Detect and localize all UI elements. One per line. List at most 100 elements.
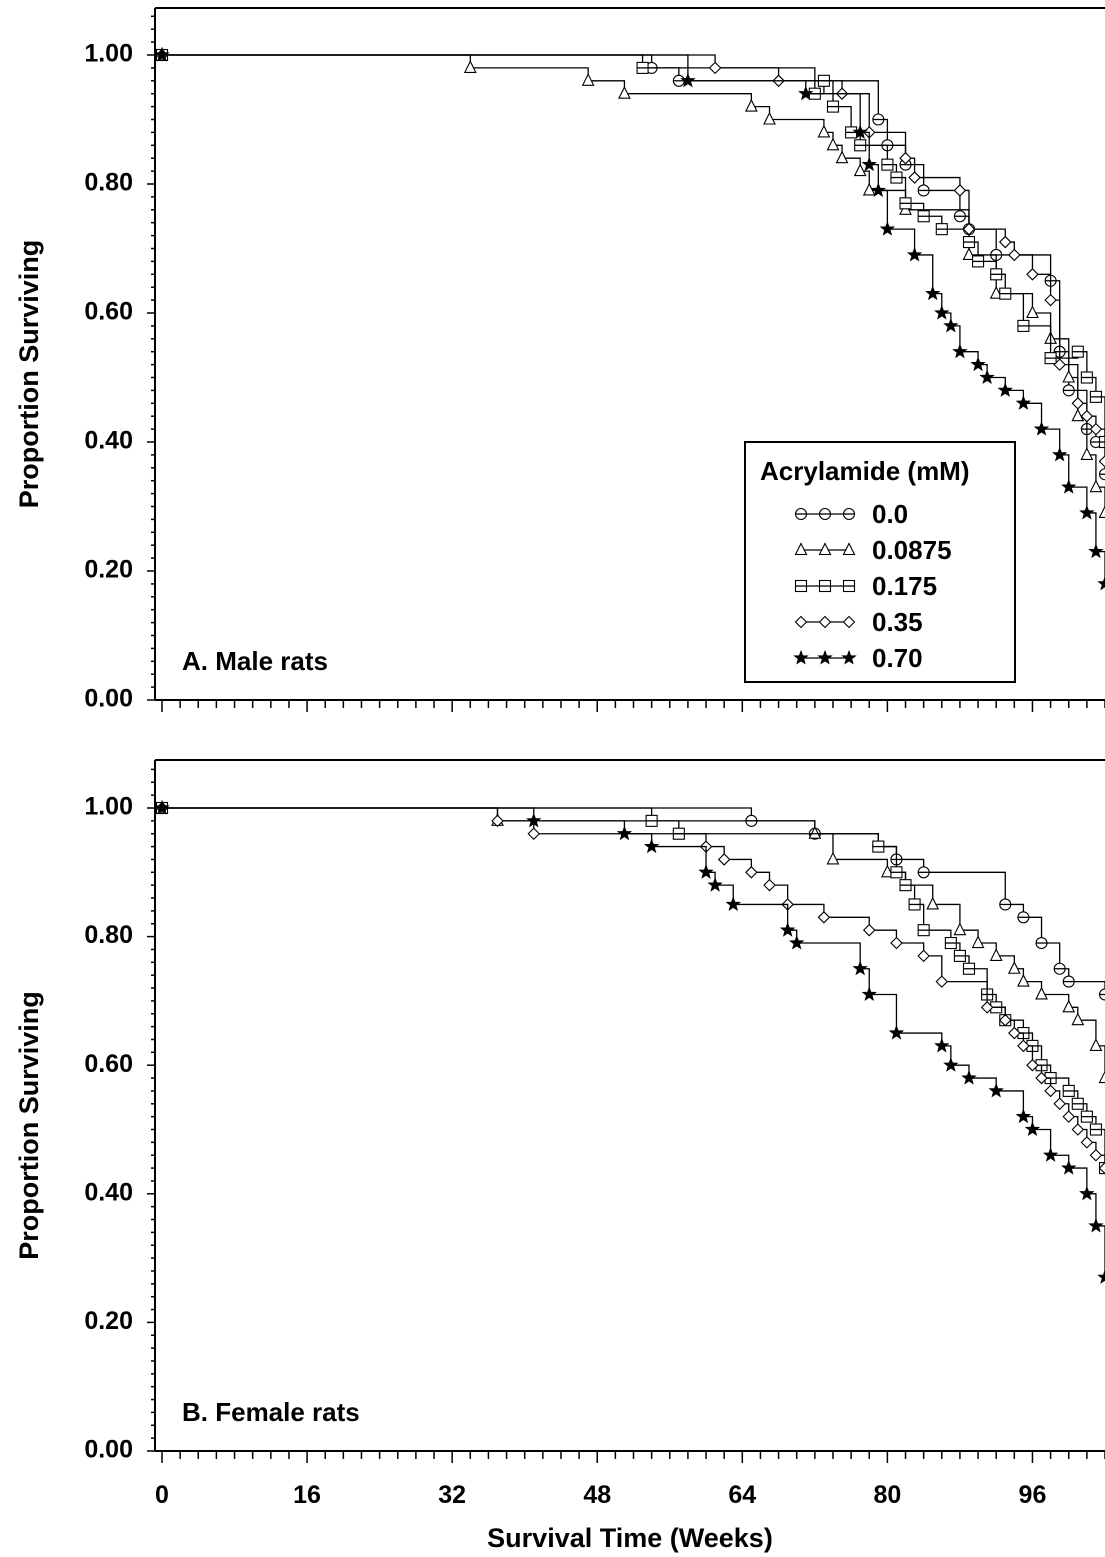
data-point — [1044, 293, 1057, 307]
legend-entry: 0.70 — [872, 643, 923, 673]
data-point — [1097, 1269, 1105, 1284]
data-point — [1098, 455, 1105, 468]
data-point — [999, 287, 1012, 300]
data-point — [934, 304, 950, 320]
data-point — [1033, 421, 1050, 436]
y-tick-label: 0.60 — [84, 1050, 133, 1078]
legend-marker — [818, 507, 832, 521]
data-point — [1071, 397, 1085, 410]
data-point — [1024, 1121, 1041, 1137]
y-tick-label: 0.20 — [84, 556, 133, 584]
survival-step-line — [162, 54, 1105, 475]
x-tick-label: 96 — [1019, 1481, 1047, 1509]
legend-marker — [841, 649, 857, 665]
data-point — [1017, 1039, 1030, 1053]
data-point — [717, 853, 731, 866]
series-diamond — [155, 48, 1105, 468]
data-point — [980, 1001, 994, 1014]
data-point — [1017, 319, 1030, 332]
data-point — [1088, 1217, 1104, 1233]
data-point — [1062, 1084, 1075, 1097]
data-point — [1042, 1147, 1059, 1162]
data-point — [872, 840, 885, 853]
legend-marker — [817, 649, 833, 665]
series-square — [155, 801, 1105, 1175]
data-point — [1089, 1038, 1103, 1051]
data-point — [1062, 369, 1076, 383]
data-point — [861, 156, 877, 172]
data-point — [979, 369, 995, 385]
data-point — [943, 1057, 959, 1072]
y-tick-label: 0.00 — [84, 685, 133, 713]
data-point — [917, 184, 930, 197]
data-point — [1089, 1123, 1102, 1136]
legend-marker — [794, 579, 808, 593]
data-point — [962, 247, 976, 261]
series-star — [155, 799, 1105, 1284]
data-point — [962, 236, 976, 249]
data-point — [908, 898, 921, 911]
y-tick-label: 0.00 — [84, 1436, 133, 1464]
legend-marker — [842, 579, 856, 593]
x-tick-label: 16 — [293, 1481, 321, 1509]
data-point — [1089, 390, 1102, 403]
data-point — [862, 923, 876, 937]
data-point — [808, 825, 822, 839]
data-point — [935, 223, 948, 236]
data-point — [953, 210, 966, 223]
data-point — [1071, 1097, 1084, 1110]
data-point — [997, 382, 1013, 397]
data-point — [972, 255, 985, 268]
data-point — [908, 171, 921, 184]
data-point — [1015, 395, 1032, 410]
data-point — [962, 962, 976, 975]
panel-label: B. Female rats — [182, 1397, 360, 1427]
data-point — [745, 866, 758, 879]
data-point — [1097, 575, 1105, 591]
data-point — [1071, 1012, 1085, 1026]
legend-entry: 0.0875 — [872, 535, 952, 565]
survival-step-line — [162, 54, 1105, 443]
data-point — [935, 975, 949, 988]
data-point — [1062, 975, 1075, 988]
legend-marker — [794, 507, 808, 521]
data-point — [899, 879, 912, 892]
data-point — [870, 182, 886, 197]
data-point — [636, 61, 649, 74]
data-point — [463, 60, 477, 73]
x-tick-label: 80 — [873, 1481, 901, 1509]
plot-area — [155, 46, 1105, 591]
panel-male-rats: 0.00 0.20 0.40 0.60 0.80 1.00 Proportion Survi… — [14, 7, 1105, 713]
series-diamond — [155, 801, 1105, 1175]
y-axis-title: Proportion Surviving — [14, 991, 44, 1260]
data-point — [1035, 1071, 1048, 1085]
survival-step-line — [162, 807, 1105, 1279]
x-axis-title: Survival Time (Weeks) — [487, 1523, 773, 1553]
data-point — [872, 113, 885, 126]
data-point — [708, 61, 722, 75]
data-point — [917, 210, 930, 223]
legend-marker — [842, 507, 856, 521]
data-point — [1079, 1185, 1095, 1201]
survival-step-line — [162, 807, 1105, 1079]
data-point — [1044, 1084, 1057, 1098]
data-point — [835, 150, 849, 164]
data-point — [581, 73, 595, 86]
data-point — [1017, 973, 1030, 987]
data-point — [672, 74, 685, 87]
data-point — [998, 1013, 1012, 1027]
data-point — [1098, 988, 1105, 1001]
legend-marker — [842, 615, 856, 629]
data-point — [744, 98, 758, 112]
data-point — [1061, 479, 1077, 494]
data-point — [1051, 446, 1068, 462]
x-tick-label: 64 — [728, 1481, 756, 1509]
data-point — [989, 285, 1003, 299]
data-point — [680, 72, 696, 88]
data-point — [953, 184, 967, 197]
data-point — [1098, 435, 1105, 449]
data-point — [817, 911, 831, 924]
data-point — [925, 285, 941, 301]
data-point — [989, 948, 1003, 961]
data-point — [1079, 504, 1095, 520]
